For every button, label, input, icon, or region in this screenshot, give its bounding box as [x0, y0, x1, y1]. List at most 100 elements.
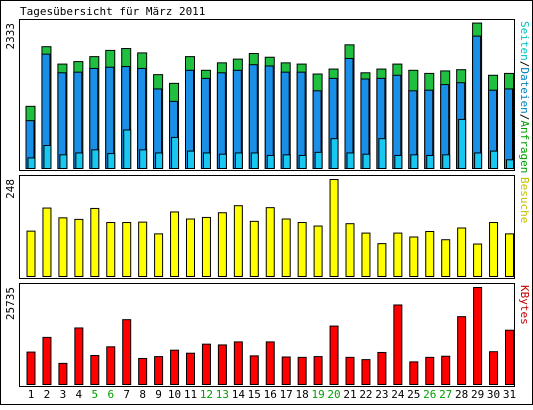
x-tick-label-day-27: 27 — [439, 388, 452, 401]
series-besuche — [26, 179, 514, 278]
x-tick-label-day-15: 15 — [248, 388, 261, 401]
legend-anfragen: Anfragen — [518, 120, 531, 173]
bar-kbytes-day-16 — [265, 341, 275, 386]
bar-seiten-day-31 — [506, 159, 514, 169]
panel-traffic: 2333 Seiten/Dateien/Anfragen — [4, 19, 531, 173]
legend-besuche: Besuche — [518, 177, 531, 223]
bar-kbytes-day-5 — [90, 354, 100, 385]
bar-seiten-day-23 — [378, 138, 387, 169]
bar-seiten-day-16 — [266, 154, 275, 169]
bar-seiten-day-25 — [410, 154, 419, 169]
bar-kbytes-day-13 — [217, 344, 227, 386]
bar-besuche-day-29 — [473, 243, 483, 277]
x-tick-label-day-11: 11 — [184, 388, 197, 401]
bar-besuche-day-18 — [297, 222, 307, 278]
series-dateien — [25, 35, 513, 170]
bar-seiten-day-15 — [250, 152, 259, 170]
bar-dateien-day-31 — [504, 88, 513, 169]
bar-seiten-day-30 — [490, 150, 499, 170]
x-tick-label-day-6: 6 — [107, 388, 114, 401]
bar-besuche-day-13 — [217, 212, 227, 278]
bar-seiten-day-10 — [171, 136, 180, 170]
bar-seiten-day-3 — [59, 154, 68, 169]
bar-dateien-day-24 — [392, 74, 402, 169]
bar-dateien-day-3 — [57, 72, 67, 169]
bar-seiten-day-1 — [27, 157, 36, 169]
panel-visits-legend: Besuche — [518, 177, 531, 223]
bar-kbytes-day-12 — [201, 343, 211, 385]
x-tick-label-day-10: 10 — [168, 388, 181, 401]
x-tick-label-day-5: 5 — [91, 388, 98, 401]
bar-besuche-day-1 — [26, 230, 36, 277]
legend-separator: / — [518, 61, 531, 68]
bar-kbytes-day-10 — [170, 349, 180, 385]
bar-kbytes-day-19 — [313, 356, 323, 386]
bar-besuche-day-2 — [42, 207, 52, 277]
bar-seiten-day-26 — [426, 154, 435, 169]
bar-besuche-day-31 — [505, 233, 514, 277]
panel-traffic-max-label: 2333 — [4, 23, 17, 50]
bar-kbytes-day-20 — [329, 325, 339, 385]
x-tick-label-day-1: 1 — [28, 388, 35, 401]
bar-kbytes-day-30 — [489, 351, 499, 385]
x-tick-label-day-18: 18 — [296, 388, 309, 401]
x-tick-label-day-21: 21 — [343, 388, 356, 401]
x-tick-label-day-22: 22 — [359, 388, 372, 401]
x-tick-label-day-31: 31 — [503, 388, 516, 401]
bar-seiten-day-9 — [155, 152, 164, 170]
x-tick-label-day-25: 25 — [407, 388, 420, 401]
bar-besuche-day-4 — [74, 218, 84, 277]
bar-kbytes-day-11 — [186, 352, 195, 386]
series-kbytes — [26, 287, 514, 386]
x-tick-label-day-20: 20 — [327, 388, 340, 401]
legend-dateien: Dateien — [518, 67, 531, 113]
bar-kbytes-day-14 — [233, 341, 243, 386]
x-tick-label-day-24: 24 — [391, 388, 405, 401]
bar-kbytes-day-28 — [457, 316, 467, 386]
bar-besuche-day-16 — [265, 207, 275, 277]
bar-besuche-day-7 — [122, 222, 132, 278]
bar-kbytes-day-21 — [345, 356, 355, 385]
x-tick-label-day-13: 13 — [216, 388, 229, 401]
bar-besuche-day-9 — [154, 233, 164, 277]
bar-seiten-day-11 — [187, 150, 195, 170]
bar-kbytes-day-26 — [425, 356, 435, 385]
bar-kbytes-day-29 — [473, 287, 483, 385]
x-tick-label-day-29: 29 — [471, 388, 484, 401]
bar-seiten-day-7 — [123, 129, 132, 170]
bar-kbytes-day-6 — [106, 346, 116, 385]
x-tick-label-day-16: 16 — [264, 388, 277, 401]
bar-kbytes-day-3 — [58, 362, 68, 385]
bar-seiten-day-18 — [298, 154, 307, 169]
bar-besuche-day-3 — [58, 217, 68, 277]
bar-kbytes-day-25 — [409, 361, 419, 386]
x-tick-label-day-8: 8 — [139, 388, 146, 401]
bar-kbytes-day-22 — [361, 359, 371, 386]
bar-besuche-day-19 — [313, 225, 323, 278]
panel-visits-max-label: 248 — [4, 179, 17, 199]
panel-traffic-legend: Seiten/Dateien/Anfragen — [518, 21, 531, 173]
bar-dateien-day-16 — [264, 65, 274, 169]
x-tick-label-day-9: 9 — [155, 388, 162, 401]
bar-seiten-day-6 — [107, 153, 116, 170]
bar-dateien-day-18 — [296, 71, 306, 169]
bar-besuche-day-23 — [377, 243, 387, 277]
panel-kbytes-legend: KBytes — [518, 285, 531, 325]
x-tick-label-day-14: 14 — [232, 388, 246, 401]
bar-seiten-day-19 — [314, 151, 323, 169]
bar-besuche-day-22 — [361, 232, 371, 277]
bar-kbytes-day-9 — [154, 356, 164, 386]
bar-seiten-day-5 — [91, 149, 100, 169]
bar-seiten-day-8 — [139, 149, 148, 169]
chart-title: Tagesübersicht für März 2011 — [20, 5, 205, 18]
legend-separator: / — [518, 114, 531, 121]
bar-seiten-day-2 — [43, 145, 52, 170]
bar-dateien-day-29 — [472, 35, 482, 169]
bar-besuche-day-8 — [138, 221, 148, 278]
bar-kbytes-day-27 — [441, 355, 451, 386]
x-tick-label-day-2: 2 — [44, 388, 51, 401]
bar-seiten-day-17 — [282, 154, 291, 169]
bar-besuche-day-27 — [441, 239, 451, 277]
